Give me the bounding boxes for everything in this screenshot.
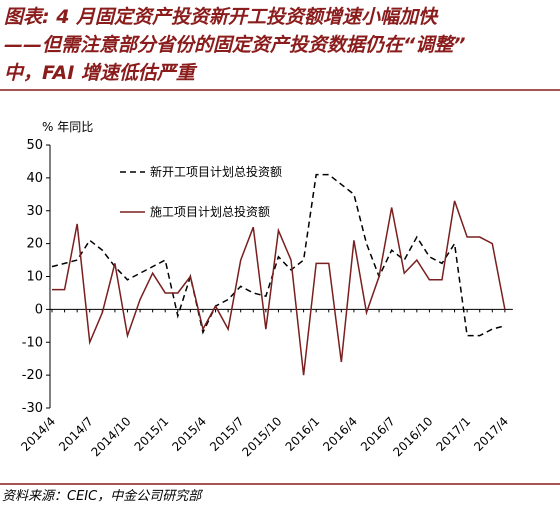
y-tick-label: 30 bbox=[26, 204, 43, 219]
x-tick-label: 2017/4 bbox=[471, 414, 511, 454]
y-tick-label: -20 bbox=[22, 368, 43, 383]
legend-label: 新开工项目计划总投资额 bbox=[150, 164, 282, 179]
y-tick-label: 40 bbox=[26, 171, 43, 186]
y-tick-label: 20 bbox=[26, 237, 43, 252]
x-tick-label: 2014/10 bbox=[88, 414, 133, 459]
x-tick-label: 2016/4 bbox=[320, 414, 360, 454]
title-line: 图表: 4 月固定资产投资新开工投资额增速小幅加快 bbox=[4, 6, 438, 28]
y-tick-label: 50 bbox=[26, 138, 43, 153]
x-tick-label: 2017/1 bbox=[434, 414, 474, 454]
title-line: ——但需注意部分省份的固定资产投资数据仍在“调整” bbox=[4, 34, 466, 56]
series-line bbox=[52, 200, 506, 376]
x-tick-label: 2015/4 bbox=[169, 414, 209, 454]
y-tick-label: 10 bbox=[26, 270, 43, 285]
source: 资料来源：CEIC，中金公司研究部 bbox=[2, 488, 203, 504]
series-line bbox=[51, 173, 506, 337]
y-tick-label: -10 bbox=[22, 335, 43, 350]
x-tick-label: 2015/1 bbox=[132, 414, 172, 454]
y-tick-label: -30 bbox=[22, 401, 43, 416]
y-axis-label: % 年同比 bbox=[42, 120, 93, 134]
y-tick-label: 0 bbox=[35, 302, 43, 317]
title-line: 中，FAI 增速低估严重 bbox=[4, 62, 195, 84]
x-tick-label: 2015/10 bbox=[239, 414, 284, 459]
x-tick-label: 2016/10 bbox=[390, 414, 435, 459]
legend-label: 施工项目计划总投资额 bbox=[150, 204, 270, 219]
x-tick-label: 2014/4 bbox=[18, 414, 58, 454]
x-tick-label: 2016/1 bbox=[283, 414, 323, 454]
